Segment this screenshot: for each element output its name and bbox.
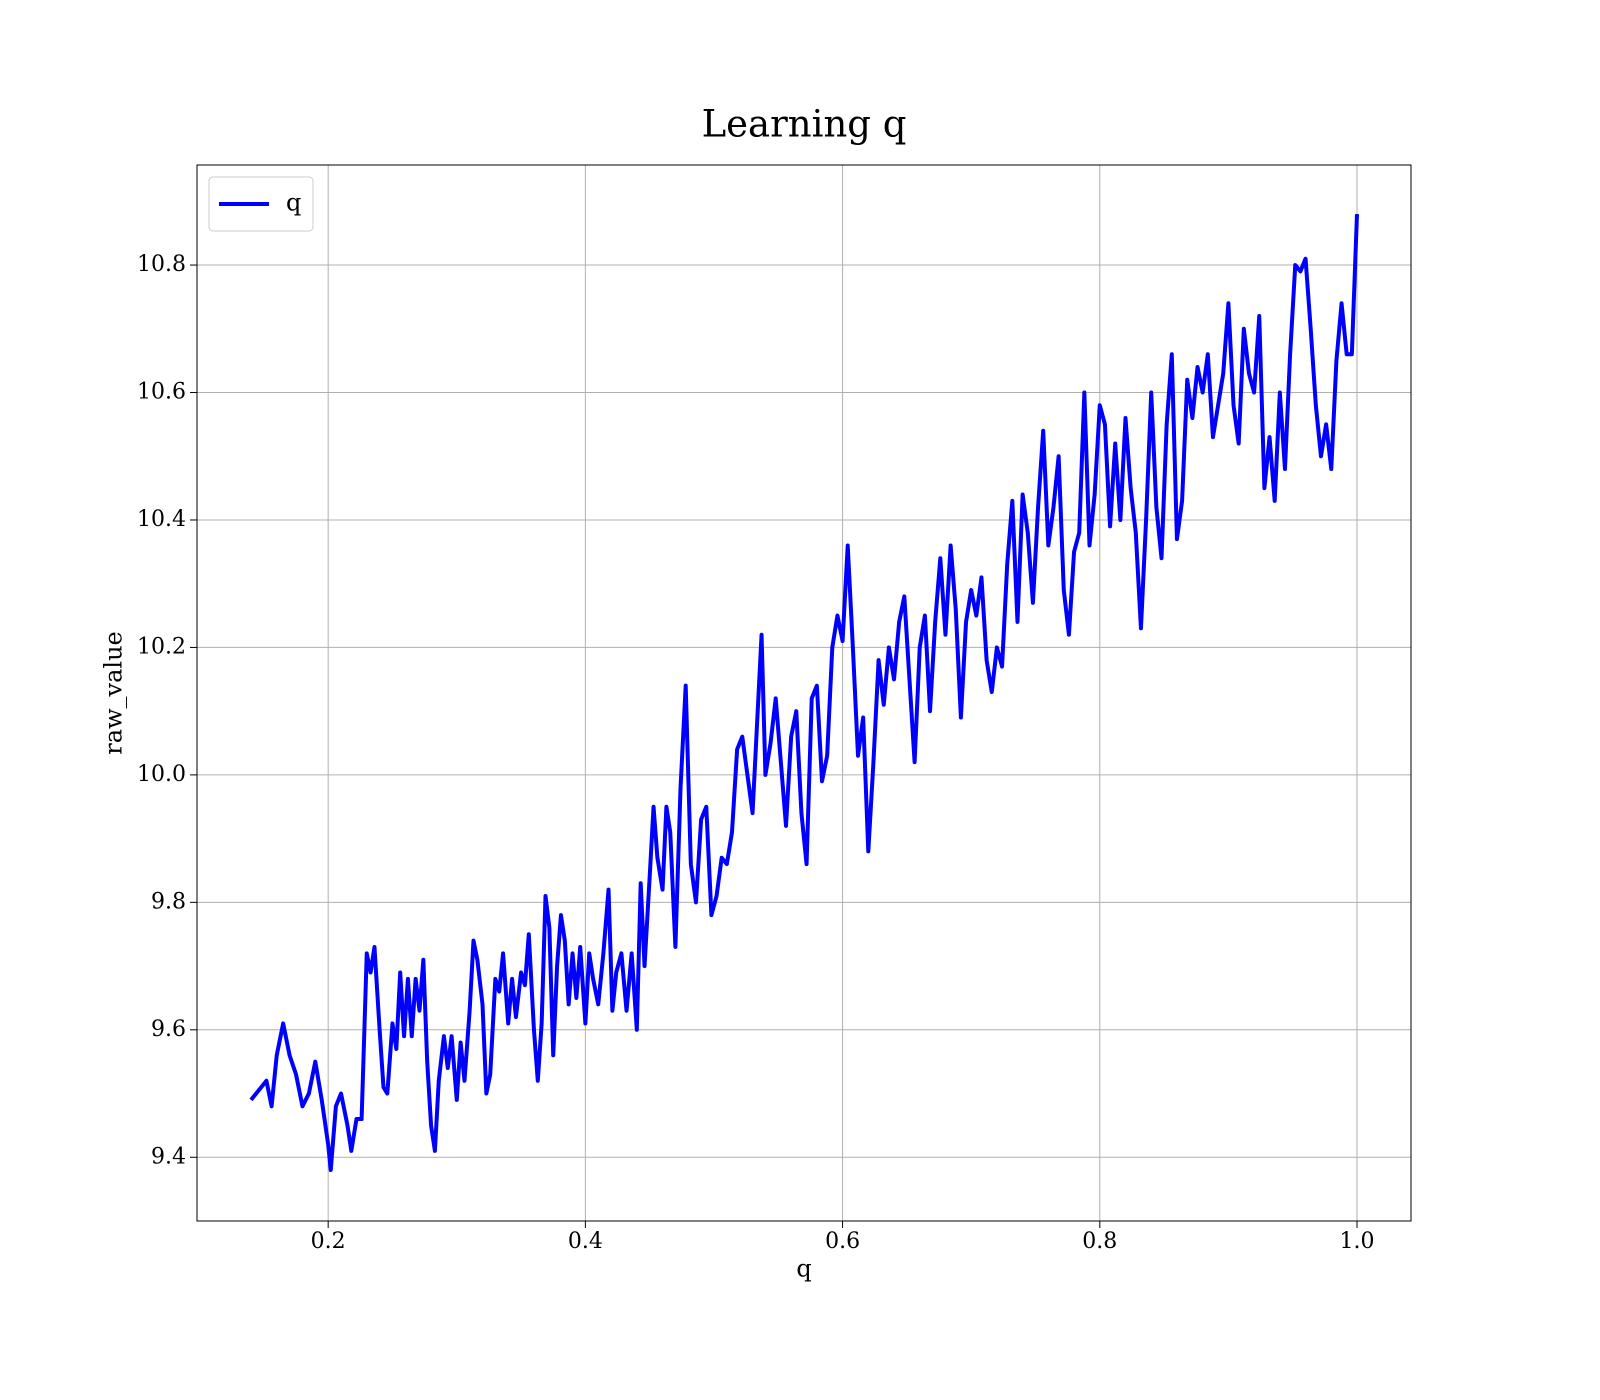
plot-frame	[196, 164, 1412, 1222]
y-tick-label: 10.8	[137, 252, 186, 277]
x-tick-label: 0.2	[311, 1229, 346, 1254]
x-tick-label: 0.8	[1082, 1229, 1117, 1254]
y-tick-label: 10.2	[137, 634, 186, 659]
y-axis-label: raw_value	[100, 631, 128, 755]
x-tick-label: 0.4	[568, 1229, 603, 1254]
y-tick-label: 10.0	[137, 762, 186, 787]
y-tick-label: 9.4	[151, 1144, 186, 1169]
legend-label: q	[286, 189, 301, 217]
x-axis-label: q	[796, 1255, 811, 1283]
y-tick-label: 9.6	[151, 1017, 186, 1042]
y-tick-label: 10.4	[137, 507, 186, 532]
chart-title: Learning q	[702, 103, 907, 146]
x-tick-label: 0.6	[825, 1229, 860, 1254]
y-tick-label: 9.8	[151, 889, 186, 914]
x-tick-label: 1.0	[1339, 1229, 1374, 1254]
y-tick-label: 10.6	[137, 380, 186, 405]
data-line	[249, 213, 1359, 1173]
